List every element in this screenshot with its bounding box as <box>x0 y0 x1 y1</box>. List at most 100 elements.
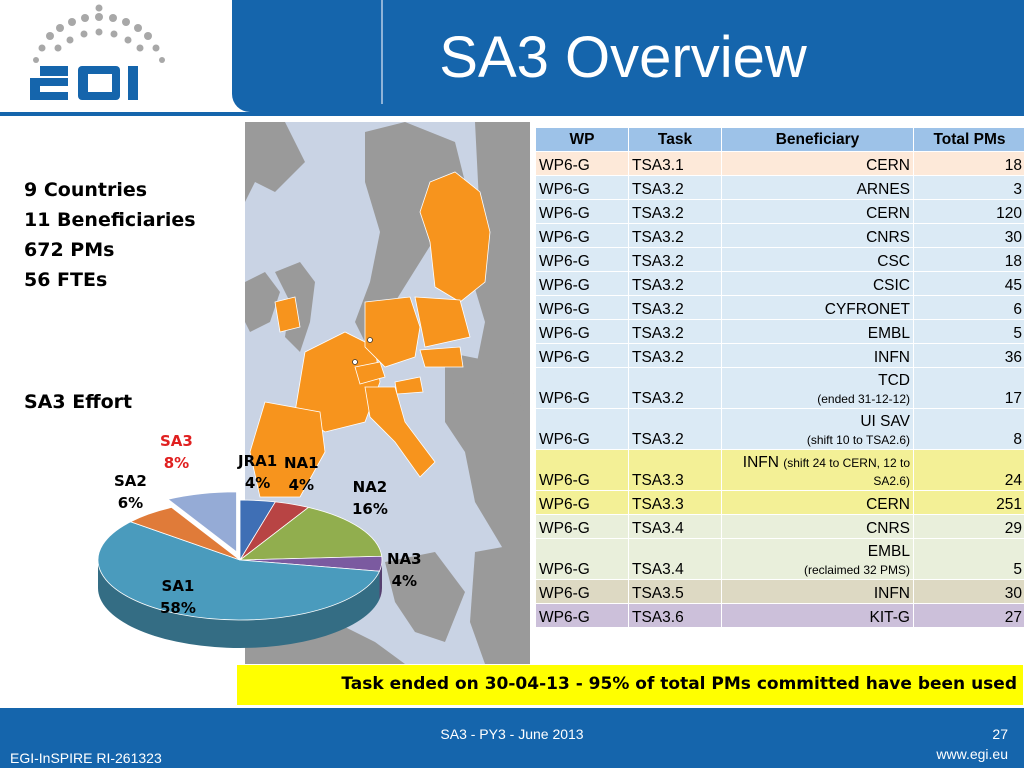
pie-slice-sa2 <box>129 506 241 561</box>
beneficiary-note: (reclaimed 32 PMS) <box>803 563 910 577</box>
cell-task: TSA3.2 <box>628 223 722 248</box>
beneficiary-note: (shift 10 to TSA2.6) <box>806 433 910 447</box>
cell-task: TSA3.5 <box>628 579 722 604</box>
footer-project-id: EGI-InSPIRE RI-261323 <box>10 750 162 766</box>
pie-label-na1: NA1 4% <box>284 454 319 494</box>
pie-label-sa3: SA3 8% <box>160 432 193 472</box>
cell-wp: WP6-G <box>535 223 629 248</box>
table-row: WP6-G TSA3.2 CNRS 30 <box>535 223 1024 248</box>
cell-wp: WP6-G <box>535 271 629 296</box>
cell-task: TSA3.2 <box>628 247 722 272</box>
table-row: WP6-G TSA3.2 ARNES 3 <box>535 175 1024 200</box>
stat-beneficiaries: 11 Beneficiaries <box>24 209 196 231</box>
cell-wp: WP6-G <box>535 408 629 450</box>
cell-task: TSA3.4 <box>628 514 722 539</box>
cell-beneficiary: CSIC <box>721 271 914 296</box>
cell-beneficiary: CYFRONET <box>721 295 914 320</box>
europe-map <box>245 122 530 664</box>
cell-wp: WP6-G <box>535 175 629 200</box>
cell-wp: WP6-G <box>535 367 629 409</box>
logo-dots <box>33 4 165 63</box>
cell-beneficiary: EMBL <box>721 319 914 344</box>
map-germany <box>364 296 421 368</box>
table-row: WP6-G TSA3.3 INFN (shift 24 to CERN, 12 to… <box>535 449 1024 491</box>
table-row: WP6-G TSA3.2 CYFRONET 6 <box>535 295 1024 320</box>
stat-countries: 9 Countries <box>24 179 148 201</box>
cell-wp: WP6-G <box>535 199 629 224</box>
cell-wp: WP6-G <box>535 151 629 176</box>
cell-beneficiary: CNRS <box>721 514 914 539</box>
table-row: WP6-G TSA3.2 CERN 120 <box>535 199 1024 224</box>
cell-task: TSA3.2 <box>628 271 722 296</box>
header-divider <box>381 0 383 104</box>
table-row: WP6-G TSA3.4 EMBL (reclaimed 32 PMS) 5 <box>535 538 1024 580</box>
pie-label-sa1: SA1 58% <box>160 577 196 617</box>
cell-total-pms: 24 <box>913 449 1024 491</box>
cell-wp: WP6-G <box>535 490 629 515</box>
pie-label-jra1: JRA1 4% <box>238 452 278 492</box>
table-row: WP6-G TSA3.2 INFN 36 <box>535 343 1024 368</box>
cell-beneficiary: CNRS <box>721 223 914 248</box>
beneficiary-note: (shift 24 to CERN, 12 to SA2.6) <box>783 456 910 488</box>
pms-table: WP Task Beneficiary Total PMs WP6-G TSA3.… <box>535 127 1024 628</box>
cell-beneficiary: CERN <box>721 490 914 515</box>
effort-pie-chart <box>97 491 383 648</box>
beneficiary-note: (ended 31-12-12) <box>817 392 910 406</box>
table-row: WP6-G TSA3.3 CERN 251 <box>535 490 1024 515</box>
cell-wp: WP6-G <box>535 603 629 628</box>
map-ireland <box>274 296 301 333</box>
cell-total-pms: 18 <box>913 151 1024 176</box>
header-task: Task <box>628 127 722 152</box>
cell-beneficiary: UI SAV (shift 10 to TSA2.6) <box>721 408 914 450</box>
cell-total-pms: 120 <box>913 199 1024 224</box>
stat-ftes: 56 FTEs <box>24 269 108 291</box>
table-header-row: WP Task Beneficiary Total PMs <box>535 127 1024 152</box>
beneficiary-name: TCD <box>878 372 910 389</box>
logo-letters <box>30 66 138 100</box>
effort-title: SA3 Effort <box>24 391 133 413</box>
header-wp: WP <box>535 127 629 152</box>
header-bar <box>232 0 1024 112</box>
cell-beneficiary: INFN <box>721 343 914 368</box>
cell-wp: WP6-G <box>535 579 629 604</box>
map-spain <box>249 401 326 498</box>
cell-task: TSA3.2 <box>628 319 722 344</box>
pie-label-na3: NA3 4% <box>387 550 422 590</box>
pie-slice-sa1 <box>97 521 381 621</box>
cell-task: TSA3.3 <box>628 449 722 491</box>
cell-task: TSA3.2 <box>628 367 722 409</box>
cell-beneficiary: ARNES <box>721 175 914 200</box>
cell-wp: WP6-G <box>535 295 629 320</box>
cell-total-pms: 6 <box>913 295 1024 320</box>
pie-label-na2: NA2 16% <box>352 478 388 518</box>
pie-slice-na2 <box>238 506 383 561</box>
cell-total-pms: 251 <box>913 490 1024 515</box>
egi-logo <box>30 4 165 100</box>
table-row: WP6-G TSA3.5 INFN 30 <box>535 579 1024 604</box>
header-beneficiary: Beneficiary <box>721 127 914 152</box>
cell-total-pms: 30 <box>913 579 1024 604</box>
cell-task: TSA3.2 <box>628 343 722 368</box>
cell-wp: WP6-G <box>535 319 629 344</box>
cell-task: TSA3.2 <box>628 408 722 450</box>
header-total-pms: Total PMs <box>913 127 1024 152</box>
map-switzerland <box>354 361 386 385</box>
footer-bar: SA3 - PY3 - June 2013 27 EGI-InSPIRE RI-… <box>0 708 1024 768</box>
cell-wp: WP6-G <box>535 514 629 539</box>
cell-wp: WP6-G <box>535 538 629 580</box>
cell-total-pms: 5 <box>913 538 1024 580</box>
cell-task: TSA3.2 <box>628 295 722 320</box>
footer-url: www.egi.eu <box>936 746 1008 762</box>
cell-task: TSA3.4 <box>628 538 722 580</box>
map-finland <box>419 171 491 303</box>
cell-total-pms: 8 <box>913 408 1024 450</box>
cell-total-pms: 36 <box>913 343 1024 368</box>
map-slovakia <box>419 346 464 368</box>
cell-task: TSA3.2 <box>628 175 722 200</box>
cell-beneficiary: CSC <box>721 247 914 272</box>
table-row: WP6-G TSA3.6 KIT-G 27 <box>535 603 1024 628</box>
pie-slice-sa3 <box>167 491 237 553</box>
table-row: WP6-G TSA3.4 CNRS 29 <box>535 514 1024 539</box>
table-row: WP6-G TSA3.2 CSIC 45 <box>535 271 1024 296</box>
cell-beneficiary: CERN <box>721 199 914 224</box>
